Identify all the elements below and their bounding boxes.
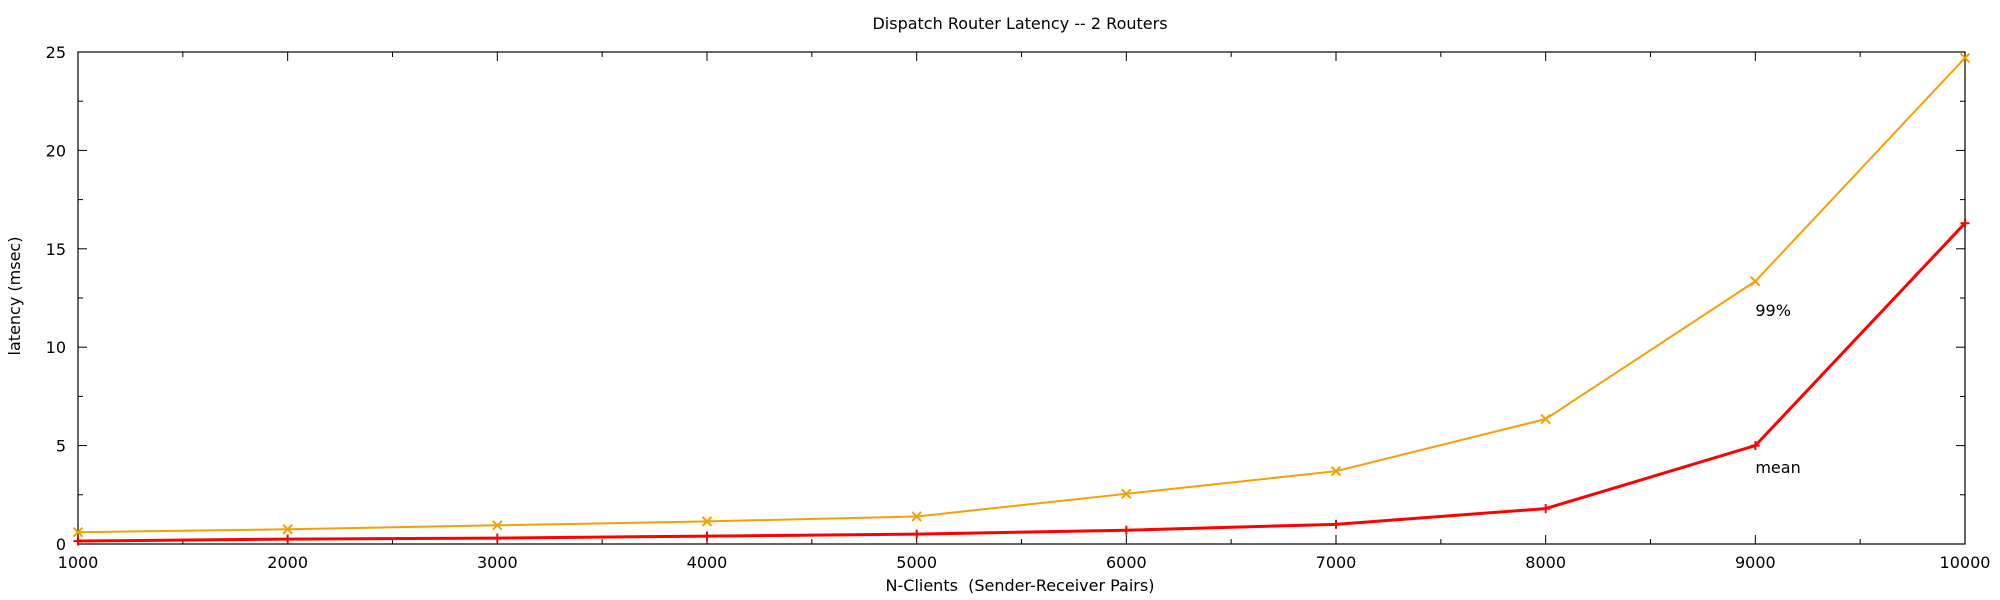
data-point-mean (1750, 441, 1760, 451)
data-point-p99 (1540, 413, 1551, 425)
x-tick-label: 5000 (896, 553, 937, 572)
chart-title: Dispatch Router Latency -- 2 Routers (872, 14, 1167, 33)
data-point-p99 (282, 524, 293, 535)
data-point-p99 (911, 511, 922, 522)
data-point-mean (702, 531, 712, 541)
marker-stroke (72, 526, 84, 538)
marker-stroke (1750, 276, 1761, 287)
series-line-p99 (77, 57, 1966, 534)
marker-stroke (911, 511, 922, 522)
x-tick-label: 3000 (477, 553, 518, 572)
y-tick-label: 5 (56, 437, 66, 456)
data-point-mean (1121, 525, 1131, 535)
data-point-p99 (1959, 52, 1971, 64)
data-point-mean (492, 533, 502, 543)
plot-frame (77, 51, 1966, 545)
x-tick-label: 7000 (1316, 553, 1357, 572)
data-point-mean (912, 529, 922, 539)
text-layer: Dispatch Router Latency -- 2 Routers N-C… (5, 14, 1801, 595)
marker-stroke (1330, 465, 1342, 477)
data-point-p99 (1750, 276, 1761, 287)
x-tick-label: 10000 (1940, 553, 1991, 572)
series-line-mean (77, 222, 1967, 543)
x-tick-label: 8000 (1525, 553, 1566, 572)
x-tick-label: 4000 (687, 553, 728, 572)
x-tick-label: 6000 (1106, 553, 1147, 572)
data-point-mean (283, 534, 293, 544)
y-tick-label: 20 (46, 141, 66, 160)
y-tick-label: 15 (46, 240, 66, 259)
data-point-mean (1541, 504, 1551, 514)
data-point-mean (73, 536, 83, 546)
y-tick-label: 0 (56, 535, 66, 554)
marker-stroke (1959, 52, 1971, 64)
annotation-mean: mean (1755, 458, 1800, 477)
data-point-mean (1331, 519, 1341, 529)
data-point-p99 (1330, 465, 1342, 477)
data-point-p99 (492, 520, 503, 531)
x-tick-label: 9000 (1735, 553, 1776, 572)
y-tick-label: 10 (46, 338, 66, 357)
data-point-p99 (1121, 488, 1132, 500)
marker-stroke (1121, 488, 1132, 500)
data-point-mean (1960, 218, 1970, 228)
y-tick-label: 25 (46, 43, 66, 62)
marker-stroke (282, 524, 293, 535)
data-point-p99 (72, 526, 84, 538)
x-axis-title: N-Clients (Sender-Receiver Pairs) (886, 576, 1155, 595)
x-tick-label: 2000 (267, 553, 308, 572)
y-axis-title: latency (msec) (5, 237, 24, 356)
marker-stroke (1540, 413, 1551, 425)
annotation-p99: 99% (1755, 301, 1791, 320)
data-point-p99 (701, 516, 713, 527)
x-tick-label: 1000 (58, 553, 99, 572)
marker-stroke (492, 520, 503, 531)
axes-layer: 1000 2000 3000 4000 5000 6000 7000 8000 9000 1000… (46, 43, 1991, 572)
marker-stroke (701, 516, 713, 527)
series-layer (72, 52, 1971, 546)
